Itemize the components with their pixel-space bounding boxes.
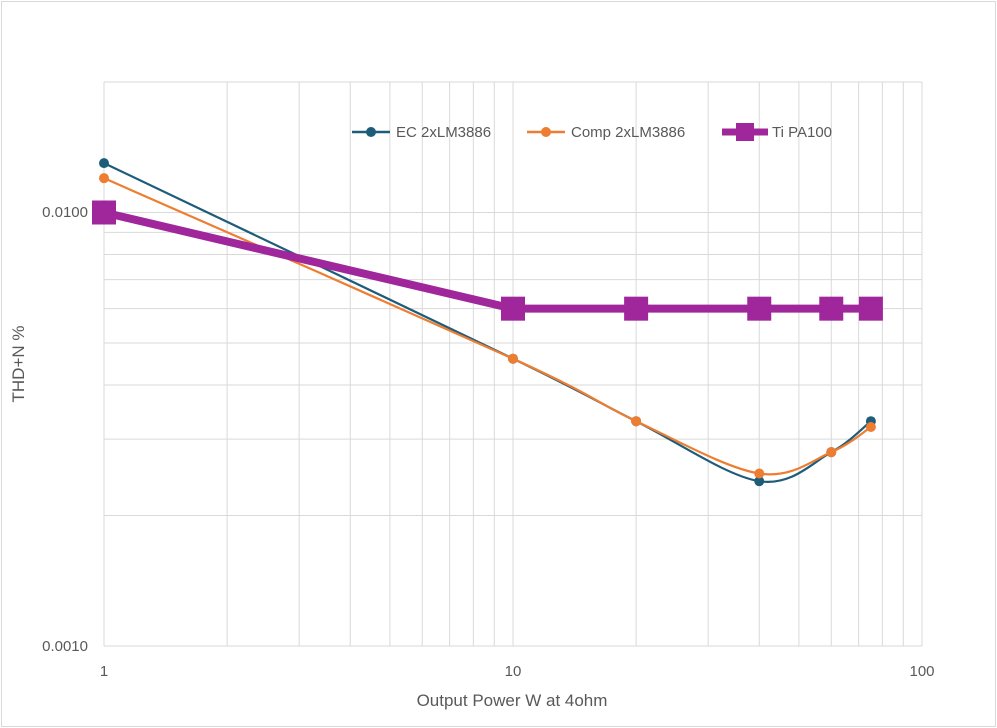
data-point: [826, 447, 837, 458]
legend: EC 2xLM3886 Comp 2xLM3886 Ti PA100: [352, 123, 832, 141]
legend-item-ti-pa100: Ti PA100: [722, 123, 832, 141]
legend-marker-ti: [736, 123, 754, 141]
data-point: [858, 296, 883, 321]
series-line: [103, 208, 871, 313]
data-point: [747, 296, 772, 321]
series-line: [103, 177, 872, 476]
legend-marker-ec: [366, 127, 376, 137]
legend-item-comp-2xlm3886: Comp 2xLM3886: [527, 124, 685, 141]
data-point: [754, 468, 765, 479]
data-point: [624, 296, 649, 321]
x-tick-label-100: 100: [909, 663, 934, 680]
legend-label-ti: Ti PA100: [772, 124, 832, 141]
data-point: [501, 296, 525, 321]
data-point: [99, 158, 109, 169]
legend-item-ec-2xlm3886: EC 2xLM3886: [352, 124, 491, 141]
data-point: [819, 296, 844, 321]
data-point: [508, 353, 518, 364]
x-tick-label-10: 10: [505, 663, 522, 680]
legend-marker-comp: [541, 127, 551, 137]
data-point: [865, 422, 876, 433]
data-point: [92, 200, 116, 225]
data-point: [754, 476, 765, 487]
data-point: [631, 416, 642, 427]
y-axis-title: THD+N %: [9, 326, 28, 403]
x-tick-label-1: 1: [100, 663, 108, 680]
series-layer: [92, 158, 883, 487]
series-comp-2xlm3886: [99, 173, 876, 479]
grid-layer: [103, 81, 923, 647]
series-ti-pa100: [92, 200, 883, 321]
y-tick-label-0100: 0.0100: [42, 204, 88, 221]
x-axis-title: Output Power W at 4ohm: [417, 691, 608, 710]
legend-label-comp: Comp 2xLM3886: [571, 124, 685, 141]
data-point: [99, 173, 109, 184]
legend-label-ec: EC 2xLM3886: [396, 124, 491, 141]
y-tick-label-0010: 0.0010: [42, 638, 88, 655]
series-line: [103, 162, 872, 483]
tick-labels: 1 10 100 0.0010 0.0100: [42, 204, 934, 680]
